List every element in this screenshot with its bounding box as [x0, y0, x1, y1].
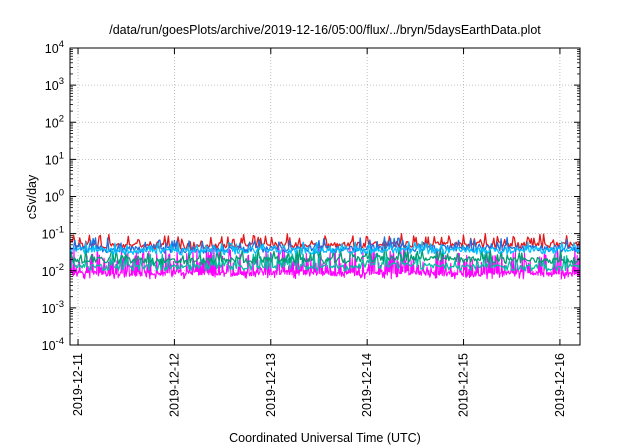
y-tick-label: 10-3 — [42, 299, 64, 316]
series-line — [69, 233, 581, 251]
y-tick-base: 10 — [42, 265, 56, 279]
y-tick-label: 10-1 — [42, 225, 64, 242]
x-tick-label: 2019-12-13 — [264, 353, 278, 417]
x-axis-label: Coordinated Universal Time (UTC) — [229, 431, 421, 445]
series-layer — [69, 233, 581, 280]
y-tick-exponent: -4 — [56, 336, 64, 347]
y-tick-base: 10 — [45, 42, 59, 56]
y-tick-label: 10-4 — [42, 336, 64, 353]
y-tick-label: 102 — [45, 113, 64, 130]
x-tick-label: 2019-12-11 — [71, 353, 85, 416]
y-tick-exponent: 0 — [59, 188, 64, 199]
x-tick-label: 2019-12-12 — [167, 353, 181, 417]
y-tick-base: 10 — [42, 339, 56, 353]
y-tick-label: 10-2 — [42, 262, 64, 279]
series-line — [69, 245, 581, 280]
y-tick-base: 10 — [45, 116, 59, 130]
x-tick-label: 2019-12-14 — [360, 353, 374, 417]
y-tick-base: 10 — [45, 153, 59, 167]
y-tick-exponent: 1 — [59, 150, 64, 161]
x-tick-label: 2019-12-15 — [457, 353, 471, 417]
y-tick-base: 10 — [45, 191, 59, 205]
chart-title: /data/run/goesPlots/archive/2019-12-16/0… — [109, 23, 541, 37]
grid-lines — [70, 47, 580, 346]
y-tick-base: 10 — [42, 228, 56, 242]
x-tick-label: 2019-12-16 — [553, 353, 567, 417]
y-tick-exponent: 2 — [59, 113, 64, 124]
y-tick-exponent: -2 — [56, 262, 64, 273]
axis-ticks: 10-410-310-210-11001011021031042019-12-1… — [42, 39, 580, 417]
y-tick-exponent: -3 — [56, 299, 64, 310]
y-tick-label: 100 — [45, 188, 64, 205]
y-tick-label: 104 — [45, 39, 64, 56]
y-tick-label: 103 — [45, 76, 64, 93]
y-tick-exponent: 3 — [59, 76, 64, 87]
y-tick-exponent: -1 — [56, 225, 64, 236]
y-axis-label: cSv/day — [25, 174, 39, 219]
y-tick-base: 10 — [45, 79, 59, 93]
series-line — [69, 251, 581, 272]
series-line — [69, 241, 581, 256]
y-tick-base: 10 — [42, 302, 56, 316]
series-line — [69, 246, 581, 266]
y-tick-exponent: 4 — [59, 39, 64, 50]
series-line — [69, 236, 581, 254]
y-tick-label: 101 — [45, 150, 64, 167]
